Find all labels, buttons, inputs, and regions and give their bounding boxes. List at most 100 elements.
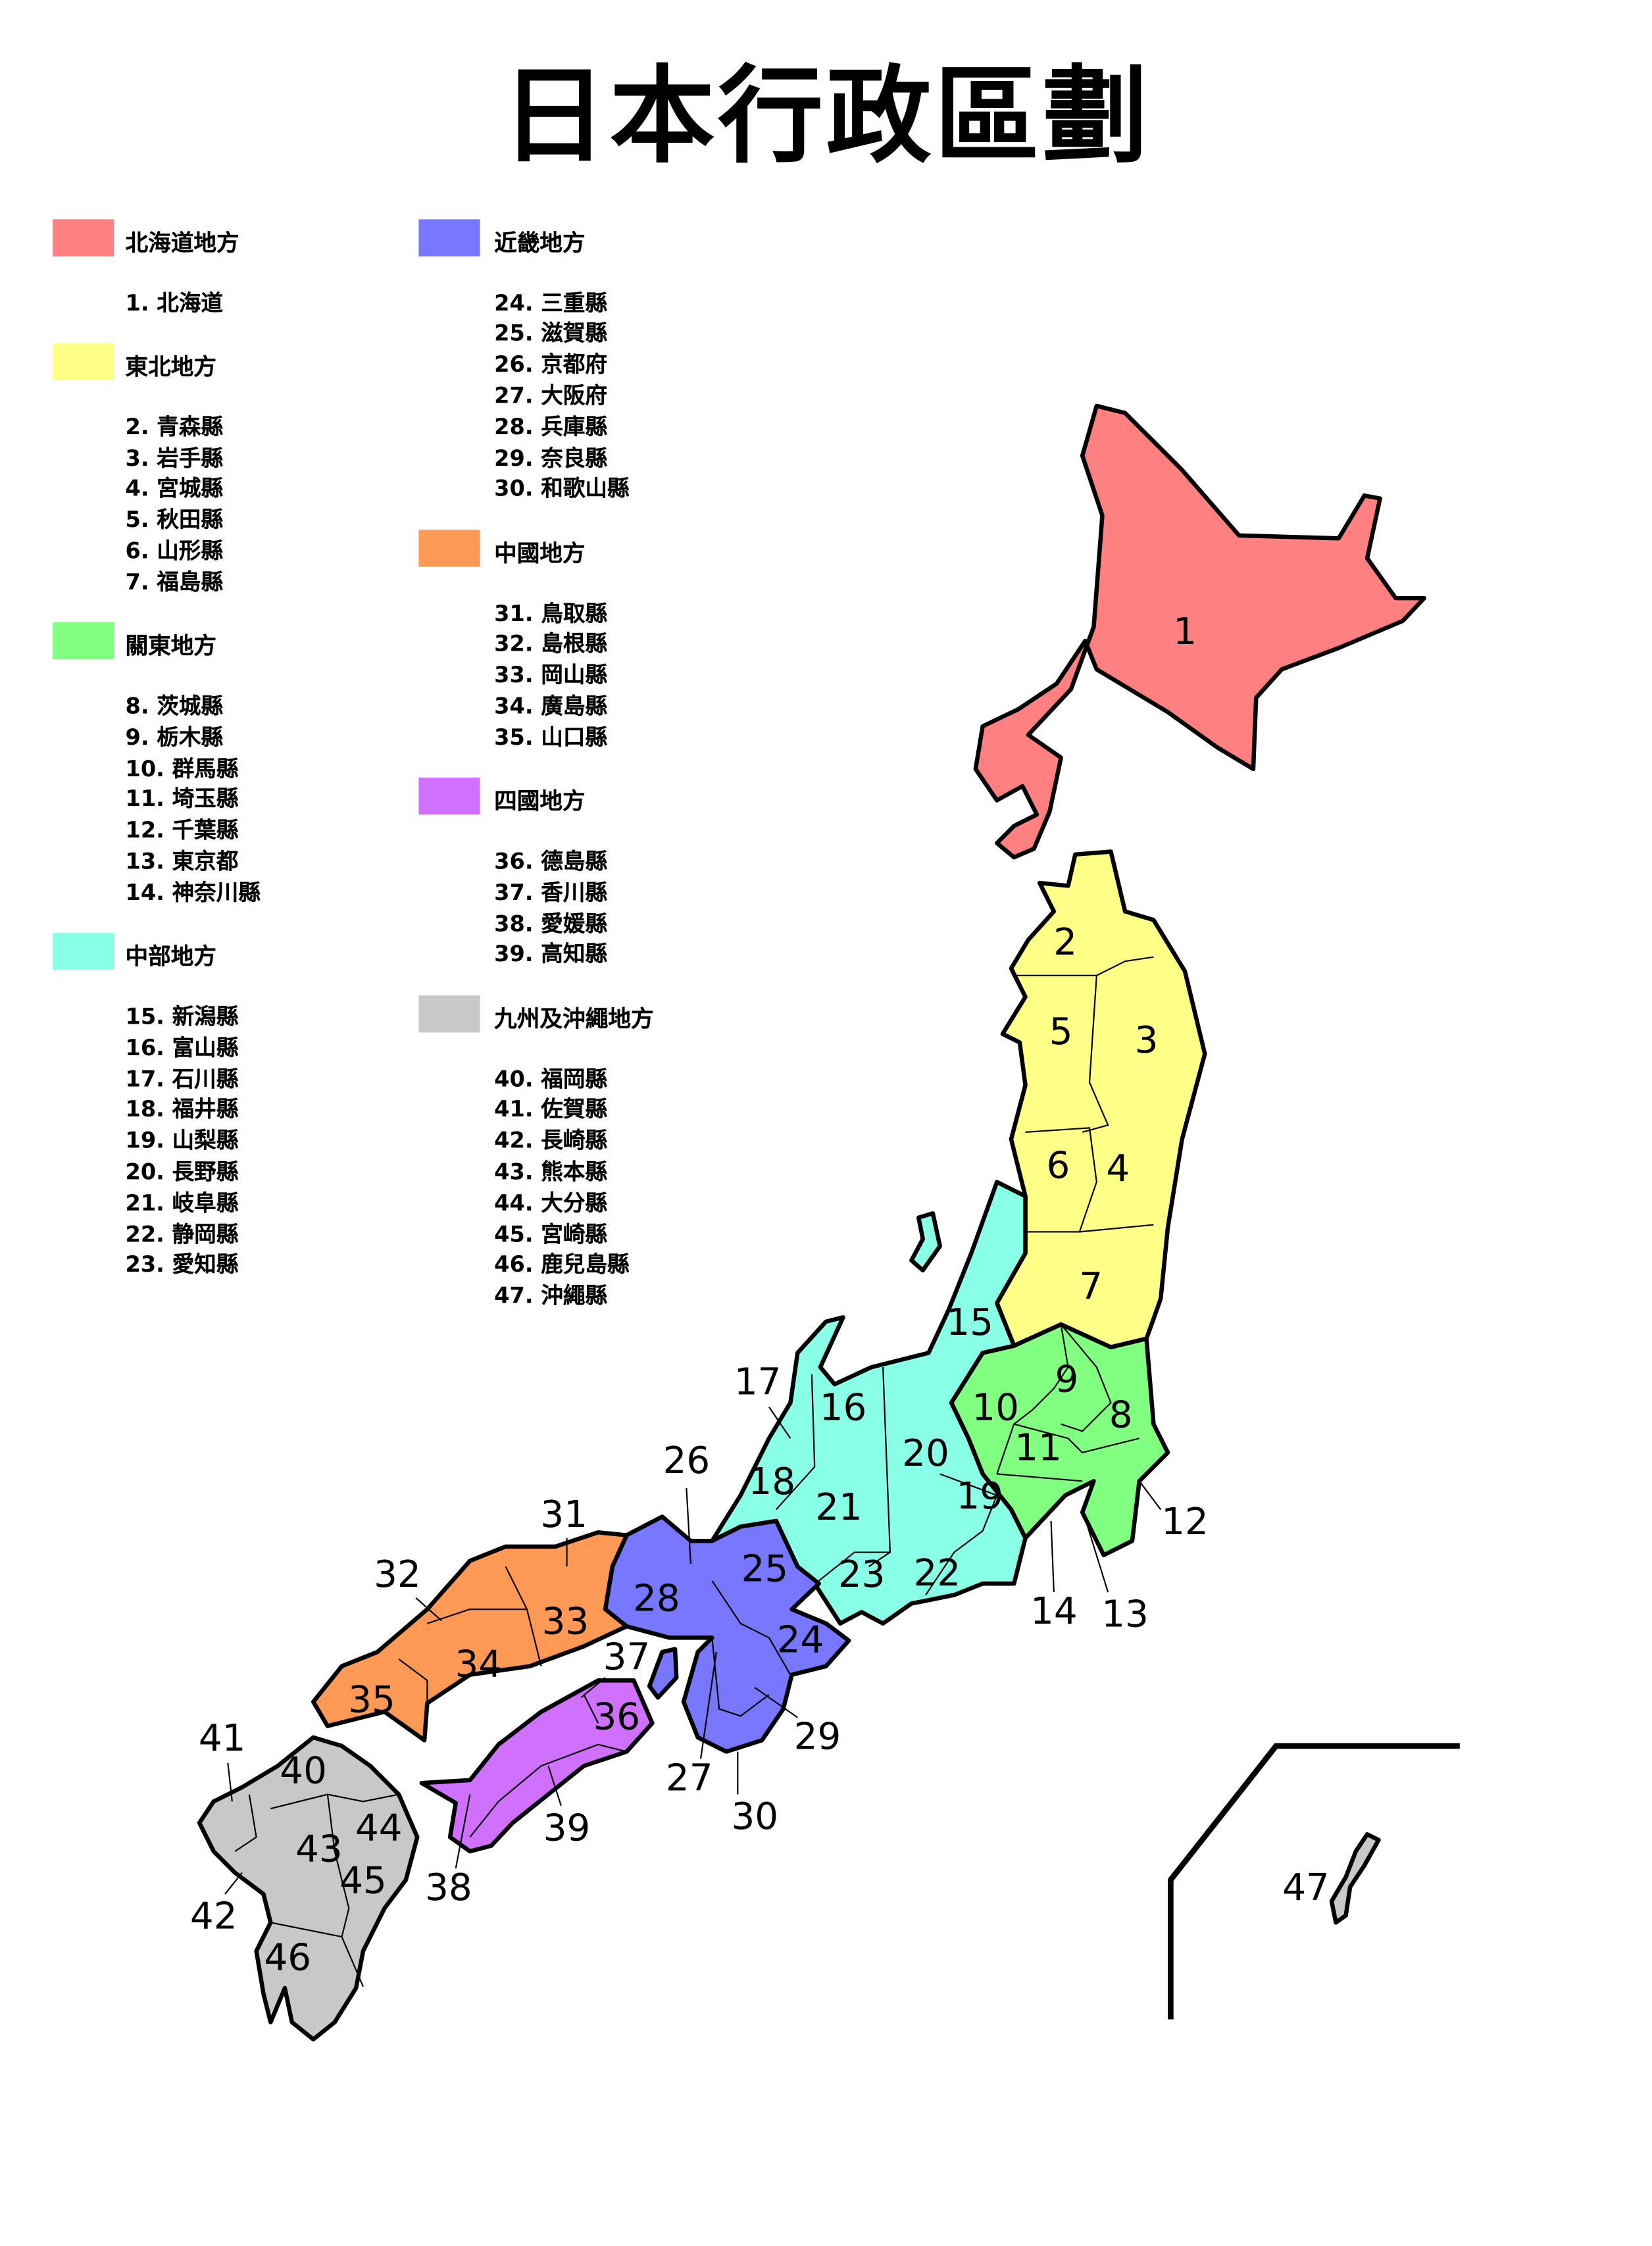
legend-prefecture: 41. 佐賀縣 xyxy=(494,1097,607,1123)
prefecture-number-label: 47 xyxy=(1282,1866,1330,1909)
prefecture-number-label: 11 xyxy=(1014,1426,1062,1469)
legend-swatch xyxy=(418,219,480,257)
legend-prefecture: 37. 香川縣 xyxy=(494,880,607,906)
legend-prefecture: 32. 島根縣 xyxy=(494,631,607,657)
prefecture-number-label: 22 xyxy=(914,1552,961,1595)
region-chugoku xyxy=(311,1530,629,1743)
legend-prefecture: 12. 千葉縣 xyxy=(125,817,239,843)
legend-region-name: 近畿地方 xyxy=(494,229,586,257)
legend-prefecture: 20. 長野縣 xyxy=(125,1159,239,1185)
region-kyushu xyxy=(197,1735,420,2042)
legend-prefecture: 18. 福井縣 xyxy=(125,1097,239,1123)
legend-prefecture: 17. 石川縣 xyxy=(125,1066,239,1092)
prefecture-number-label: 42 xyxy=(190,1895,238,1937)
legend-prefecture: 16. 富山縣 xyxy=(125,1035,239,1061)
legend-swatch xyxy=(53,933,114,971)
legend-region-name: 中部地方 xyxy=(125,943,217,971)
legend-swatch xyxy=(418,530,480,567)
prefecture-number-label: 9 xyxy=(1055,1358,1078,1401)
legend-region-name: 九州及沖繩地方 xyxy=(494,1005,654,1033)
prefecture-number-label: 1 xyxy=(1173,611,1197,653)
legend-prefecture: 9. 栃木縣 xyxy=(125,724,223,751)
prefecture-number-label: 19 xyxy=(957,1475,1004,1518)
legend-prefecture: 28. 兵庫縣 xyxy=(494,414,607,440)
legend-prefecture: 3. 岩手縣 xyxy=(125,445,223,471)
page-title: 日本行政區劃 xyxy=(501,55,1151,178)
legend-prefecture: 2. 青森縣 xyxy=(125,414,223,440)
prefecture-number-label: 15 xyxy=(946,1301,993,1344)
prefecture-number-label: 27 xyxy=(666,1757,713,1800)
legend-prefecture: 5. 秋田縣 xyxy=(125,507,223,534)
prefecture-number-label: 10 xyxy=(972,1387,1019,1430)
prefecture-number-label: 41 xyxy=(199,1717,246,1760)
prefecture-number-label: 18 xyxy=(748,1460,795,1503)
legend-prefecture: 31. 鳥取縣 xyxy=(494,600,607,626)
legend-prefecture: 45. 宮崎縣 xyxy=(494,1221,607,1247)
legend-prefecture: 7. 福島縣 xyxy=(125,569,223,595)
legend-prefecture: 42. 長崎縣 xyxy=(494,1128,607,1154)
prefecture-number-label: 12 xyxy=(1161,1501,1209,1543)
legend-prefecture: 22. 静岡縣 xyxy=(125,1221,239,1247)
legend-region-name: 四國地方 xyxy=(494,787,586,816)
region-chubu xyxy=(710,1180,1028,1626)
prefecture-number-label: 31 xyxy=(540,1493,588,1536)
prefecture-number-label: 7 xyxy=(1079,1266,1103,1309)
prefecture-borders xyxy=(234,956,1154,1987)
prefecture-number-label: 3 xyxy=(1135,1019,1159,1062)
legend-prefecture: 26. 京都府 xyxy=(494,352,607,378)
region-hokkaido xyxy=(973,403,1426,860)
prefecture-number-label: 13 xyxy=(1101,1593,1149,1636)
prefecture-number-label: 14 xyxy=(1030,1590,1078,1633)
legend-prefecture: 11. 埼玉縣 xyxy=(125,786,239,812)
prefecture-number-label: 2 xyxy=(1053,921,1077,964)
prefecture-number-label: 39 xyxy=(543,1807,591,1849)
legend-prefecture: 30. 和歌山縣 xyxy=(494,476,630,502)
legend-swatch xyxy=(53,343,114,381)
okinawa-inset-frame xyxy=(1168,1743,1460,2020)
legend-prefecture: 33. 岡山縣 xyxy=(494,662,607,688)
legend-prefecture: 27. 大阪府 xyxy=(494,383,607,409)
prefecture-number-label: 4 xyxy=(1106,1147,1130,1190)
legend-prefecture: 38. 愛媛縣 xyxy=(494,911,607,937)
legend-prefecture: 43. 熊本縣 xyxy=(494,1159,607,1185)
leader-lines xyxy=(224,1407,1162,1895)
legend-prefecture: 36. 德島縣 xyxy=(494,849,607,875)
legend-prefecture: 21. 岐阜縣 xyxy=(125,1190,239,1216)
prefecture-number-label: 38 xyxy=(425,1866,472,1909)
legend-prefecture: 13. 東京都 xyxy=(125,849,239,875)
legend-region-name: 北海道地方 xyxy=(125,229,239,257)
legend-prefecture: 35. 山口縣 xyxy=(494,724,607,751)
prefecture-number-label: 5 xyxy=(1049,1011,1073,1053)
legend-region-name: 中國地方 xyxy=(494,539,586,567)
prefecture-number-label: 32 xyxy=(374,1553,421,1596)
sado-island xyxy=(909,1211,942,1273)
legend-prefecture: 24. 三重縣 xyxy=(494,289,607,316)
legend-region-name: 關東地方 xyxy=(125,632,217,661)
legend-swatch xyxy=(418,778,480,816)
prefecture-number-label: 35 xyxy=(348,1678,395,1721)
prefecture-number-label: 46 xyxy=(264,1936,311,1979)
legend-prefecture: 47. 沖繩縣 xyxy=(494,1283,607,1309)
legend-prefecture: 46. 鹿兒島縣 xyxy=(494,1252,630,1278)
prefecture-number-label: 26 xyxy=(663,1439,711,1482)
prefecture-number-label: 33 xyxy=(542,1600,589,1643)
legend-prefecture: 34. 廣島縣 xyxy=(494,693,607,720)
legend-prefecture: 19. 山梨縣 xyxy=(125,1128,239,1154)
prefecture-number-label: 23 xyxy=(838,1553,886,1596)
legend-region-name: 東北地方 xyxy=(125,353,217,381)
legend-prefecture: 44. 大分縣 xyxy=(494,1190,607,1216)
legend-swatch xyxy=(53,219,114,257)
awaji-island xyxy=(647,1647,679,1700)
legend-prefecture: 8. 茨城縣 xyxy=(125,693,223,720)
prefecture-number-label: 20 xyxy=(902,1432,949,1475)
prefecture-number-label: 24 xyxy=(777,1619,824,1662)
prefecture-number-label: 45 xyxy=(339,1859,387,1902)
legend-prefecture: 10. 群馬縣 xyxy=(125,755,239,782)
prefecture-number-label: 40 xyxy=(280,1750,327,1793)
legend-swatch xyxy=(418,995,480,1033)
prefecture-number-label: 6 xyxy=(1046,1145,1070,1187)
region-okinawa xyxy=(1329,1832,1381,1925)
